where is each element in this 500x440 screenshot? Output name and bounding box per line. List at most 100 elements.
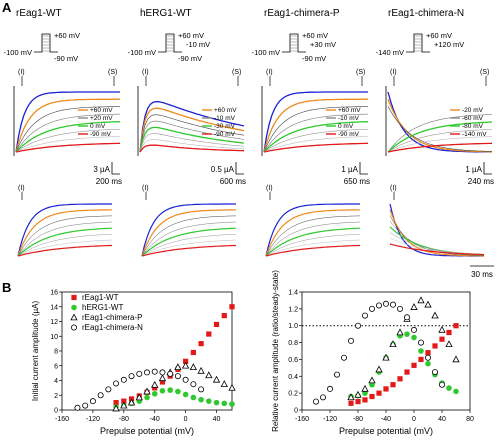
data-point bbox=[354, 322, 361, 329]
data-point bbox=[375, 365, 383, 373]
current-trace bbox=[263, 142, 369, 153]
data-point bbox=[404, 331, 410, 337]
panel-a-traces: rEag1-WT+60 mV-90 mV-100 mV(I) (S)+60 mV+… bbox=[4, 8, 494, 279]
scale-current-label: 0.5 µA bbox=[211, 165, 235, 174]
current-trace bbox=[139, 133, 245, 153]
marker-initial: (I) bbox=[142, 69, 149, 76]
trace-column-1: rEag1-WT+60 mV-90 mV-100 mV(I) (S)+60 mV+… bbox=[4, 8, 122, 257]
data-point bbox=[158, 374, 167, 382]
protocol-hold-label: -100 mV bbox=[252, 48, 280, 57]
scale-bar-lines bbox=[483, 162, 492, 175]
inset-trace bbox=[265, 244, 360, 257]
inset-trace bbox=[141, 227, 237, 257]
inset-trace bbox=[389, 243, 485, 256]
y-tick-label: 0.2 bbox=[288, 391, 298, 398]
current-trace bbox=[139, 120, 245, 153]
legend-label: rEag1-chimera-N bbox=[82, 323, 143, 332]
inset-trace bbox=[141, 215, 236, 257]
protocol-hold-label: -140 mV bbox=[376, 48, 404, 57]
data-point bbox=[74, 404, 81, 411]
marker-steady: (S) bbox=[108, 69, 117, 76]
data-point bbox=[453, 388, 459, 395]
x-tick-label: 0 bbox=[184, 416, 188, 423]
data-point bbox=[181, 361, 190, 369]
data-point bbox=[417, 339, 424, 346]
legend-label: hERG1-WT bbox=[82, 303, 123, 312]
inset-trace bbox=[265, 239, 361, 257]
data-point bbox=[390, 382, 396, 388]
data-point bbox=[143, 369, 150, 376]
scale-current-label: 1 µA bbox=[341, 165, 358, 174]
series-reag1-chimera-p bbox=[347, 296, 460, 401]
inset-trace bbox=[17, 239, 113, 257]
trace-column-2: hERG1-WT+60 mV-10 mV-90 mV-100 mV(I) (S)+… bbox=[128, 8, 246, 257]
current-trace bbox=[15, 142, 121, 153]
inset-trace bbox=[141, 209, 237, 257]
legend-label: -20 mV bbox=[462, 107, 484, 114]
inset-trace bbox=[17, 215, 112, 257]
data-point bbox=[198, 396, 204, 403]
data-point bbox=[113, 400, 119, 406]
voltage-protocol: +60 mV+30 mV -90 mV -100 mV bbox=[252, 31, 336, 63]
data-point bbox=[229, 304, 235, 310]
data-point bbox=[175, 388, 181, 395]
data-point bbox=[362, 397, 368, 403]
data-point bbox=[326, 385, 333, 392]
inset-trace bbox=[17, 227, 113, 257]
data-point bbox=[368, 376, 376, 384]
y-tick-label: 1.0 bbox=[288, 323, 298, 330]
scale-time-label: 600 ms bbox=[220, 177, 246, 186]
current-trace bbox=[387, 129, 493, 153]
data-point bbox=[340, 354, 347, 361]
trace-box: (I) (S) bbox=[385, 69, 493, 156]
marker-initial: (I) bbox=[266, 69, 273, 76]
data-point bbox=[190, 381, 197, 388]
inset-traces: (I) bbox=[389, 185, 485, 257]
scale-bar-lines bbox=[235, 162, 244, 175]
data-point bbox=[228, 383, 236, 391]
data-point bbox=[136, 370, 143, 377]
trace-box: (I) (S) bbox=[137, 69, 245, 156]
data-point bbox=[220, 380, 228, 387]
plot-frame bbox=[301, 291, 471, 411]
inset-trace bbox=[265, 227, 361, 257]
current-trace bbox=[387, 114, 493, 153]
column-title: rEag1-chimera-P bbox=[264, 8, 340, 19]
data-point bbox=[127, 398, 136, 406]
data-point bbox=[105, 386, 112, 393]
current-trace bbox=[263, 121, 369, 153]
protocol-step bbox=[158, 33, 182, 53]
inset-marker: (I) bbox=[142, 185, 149, 192]
legend-label: +60 mV bbox=[90, 107, 113, 114]
trace-box: (I) (S) bbox=[261, 69, 369, 156]
trace-legend: -20 mV-60 mV-80 mV-140 mV bbox=[450, 107, 487, 138]
protocol-bottom-label: -90 mV bbox=[302, 54, 326, 63]
current-trace bbox=[139, 126, 245, 153]
x-tick-label: 0 bbox=[412, 416, 416, 423]
current-trace bbox=[139, 107, 245, 153]
x-tick-label: -160 bbox=[55, 416, 69, 423]
current-trace bbox=[139, 144, 245, 153]
scale-time-label: 650 ms bbox=[344, 177, 370, 186]
data-point bbox=[410, 326, 417, 333]
trace-legend: +60 mV-10 mV-30 mV-90 mV bbox=[202, 107, 237, 138]
data-point bbox=[383, 386, 389, 392]
data-point bbox=[410, 303, 418, 310]
trace-legend: +60 mV-10 mV0 mV-90 mV bbox=[326, 107, 361, 138]
x-tick-label: -40 bbox=[381, 416, 391, 423]
data-point bbox=[152, 385, 158, 391]
data-point bbox=[362, 390, 368, 396]
current-trace bbox=[15, 113, 121, 153]
x-tick-label: -40 bbox=[150, 416, 160, 423]
y-tick-label: 0.4 bbox=[288, 374, 298, 381]
data-point bbox=[135, 393, 143, 401]
protocol-hold-label: -100 mV bbox=[4, 48, 32, 57]
legend-marker bbox=[70, 313, 78, 321]
protocol-top-label: +60 mV bbox=[54, 31, 80, 40]
protocol-top-label: +60 mV bbox=[426, 31, 452, 40]
x-tick-label: 40 bbox=[438, 416, 446, 423]
data-point bbox=[121, 398, 127, 404]
legend-label: +20 mV bbox=[90, 115, 113, 122]
data-point bbox=[221, 400, 228, 407]
